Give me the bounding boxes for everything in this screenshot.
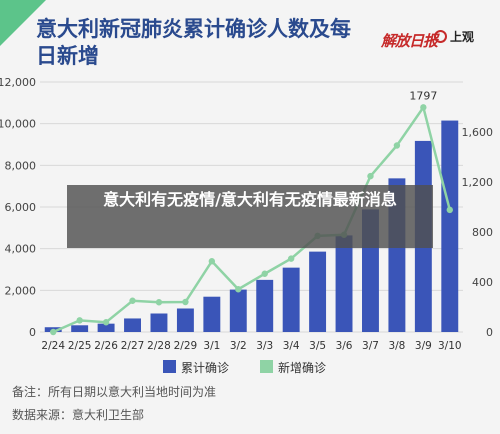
bar xyxy=(256,279,274,332)
x-tick-label: 2/26 xyxy=(94,340,118,352)
shangguan-logo: 上观 xyxy=(434,30,474,43)
bar xyxy=(97,323,115,332)
headline-overlay-bg xyxy=(67,185,433,248)
x-tick-label: 3/1 xyxy=(203,340,220,352)
legend-label: 累计确诊 xyxy=(181,361,229,375)
x-tick-label: 3/3 xyxy=(256,340,273,352)
line-point xyxy=(182,298,189,306)
x-tick-label: 3/9 xyxy=(415,340,432,352)
y-right-tick-label: 1,200 xyxy=(462,176,494,189)
x-tick-label: 3/6 xyxy=(336,340,353,352)
x-tick-label: 2/24 xyxy=(41,340,65,352)
bar xyxy=(150,313,168,332)
x-tick-label: 3/4 xyxy=(283,340,300,352)
x-tick-label: 3/10 xyxy=(438,340,462,352)
bar xyxy=(309,251,327,332)
y-left-tick-label: 6,000 xyxy=(5,201,37,214)
remark-note: 备注：所有日期以意大利当地时间为准 xyxy=(12,385,217,399)
line-point xyxy=(235,286,242,293)
y-right-tick-label: 400 xyxy=(472,276,493,289)
shangguan-logo-icon xyxy=(434,30,447,43)
line-point xyxy=(420,104,427,111)
legend-label: 新增确诊 xyxy=(278,360,326,375)
y-left-tick-label: 0 xyxy=(29,326,36,339)
bar xyxy=(71,325,89,332)
x-tick-label: 3/7 xyxy=(362,340,379,352)
bar xyxy=(203,296,221,332)
x-tick-label: 2/28 xyxy=(147,340,171,352)
line-point xyxy=(446,206,453,214)
line-point xyxy=(155,299,163,306)
y-right-tick-label: 0 xyxy=(486,326,493,339)
bar xyxy=(335,235,353,332)
bar xyxy=(282,267,300,332)
line-point xyxy=(208,258,216,265)
bar xyxy=(441,120,459,332)
series-line xyxy=(52,104,451,334)
chart-title: 意大利新冠肺炎累计确诊人数及每日新增 xyxy=(36,17,351,68)
line-point xyxy=(287,255,295,262)
line-point xyxy=(393,142,401,149)
y-left-tick-label: 8,000 xyxy=(5,159,37,172)
x-tick-label: 2/25 xyxy=(68,340,92,352)
line-point xyxy=(76,317,83,324)
y-right-tick-label: 1,600 xyxy=(462,126,494,139)
x-tick-label: 3/2 xyxy=(230,340,247,352)
x-tick-label: 3/5 xyxy=(309,340,326,352)
jiefang-daily-logo: 解放日报 xyxy=(381,32,438,50)
headline-overlay-text: 意大利有无疫情/意大利有无疫情最新消息 xyxy=(103,190,397,209)
peak-annotation: 1797 xyxy=(409,89,437,102)
y-left-tick-label: 10,000 xyxy=(0,118,36,131)
bar xyxy=(176,308,194,332)
line-point xyxy=(261,270,268,277)
x-tick-label: 2/29 xyxy=(174,340,198,352)
line-point xyxy=(50,328,57,336)
legend-swatch xyxy=(163,360,176,373)
line-point xyxy=(102,319,110,326)
y-right-tick-label: 800 xyxy=(472,226,493,239)
line-point xyxy=(129,297,136,304)
y-left-tick-label: 4,000 xyxy=(5,243,37,256)
x-tick-label: 3/8 xyxy=(388,340,405,352)
line-point xyxy=(367,172,374,180)
legend-swatch xyxy=(260,360,273,373)
x-tick-label: 2/27 xyxy=(121,340,145,352)
y-left-tick-label: 2,000 xyxy=(5,284,37,297)
shangguan-logo-text: 上观 xyxy=(450,29,475,44)
corner-decoration xyxy=(0,0,46,46)
y-left-tick-label: 12,000 xyxy=(0,76,36,89)
bar xyxy=(124,318,141,332)
bar xyxy=(229,289,247,332)
source-note: 数据来源：意大利卫生部 xyxy=(12,408,145,422)
